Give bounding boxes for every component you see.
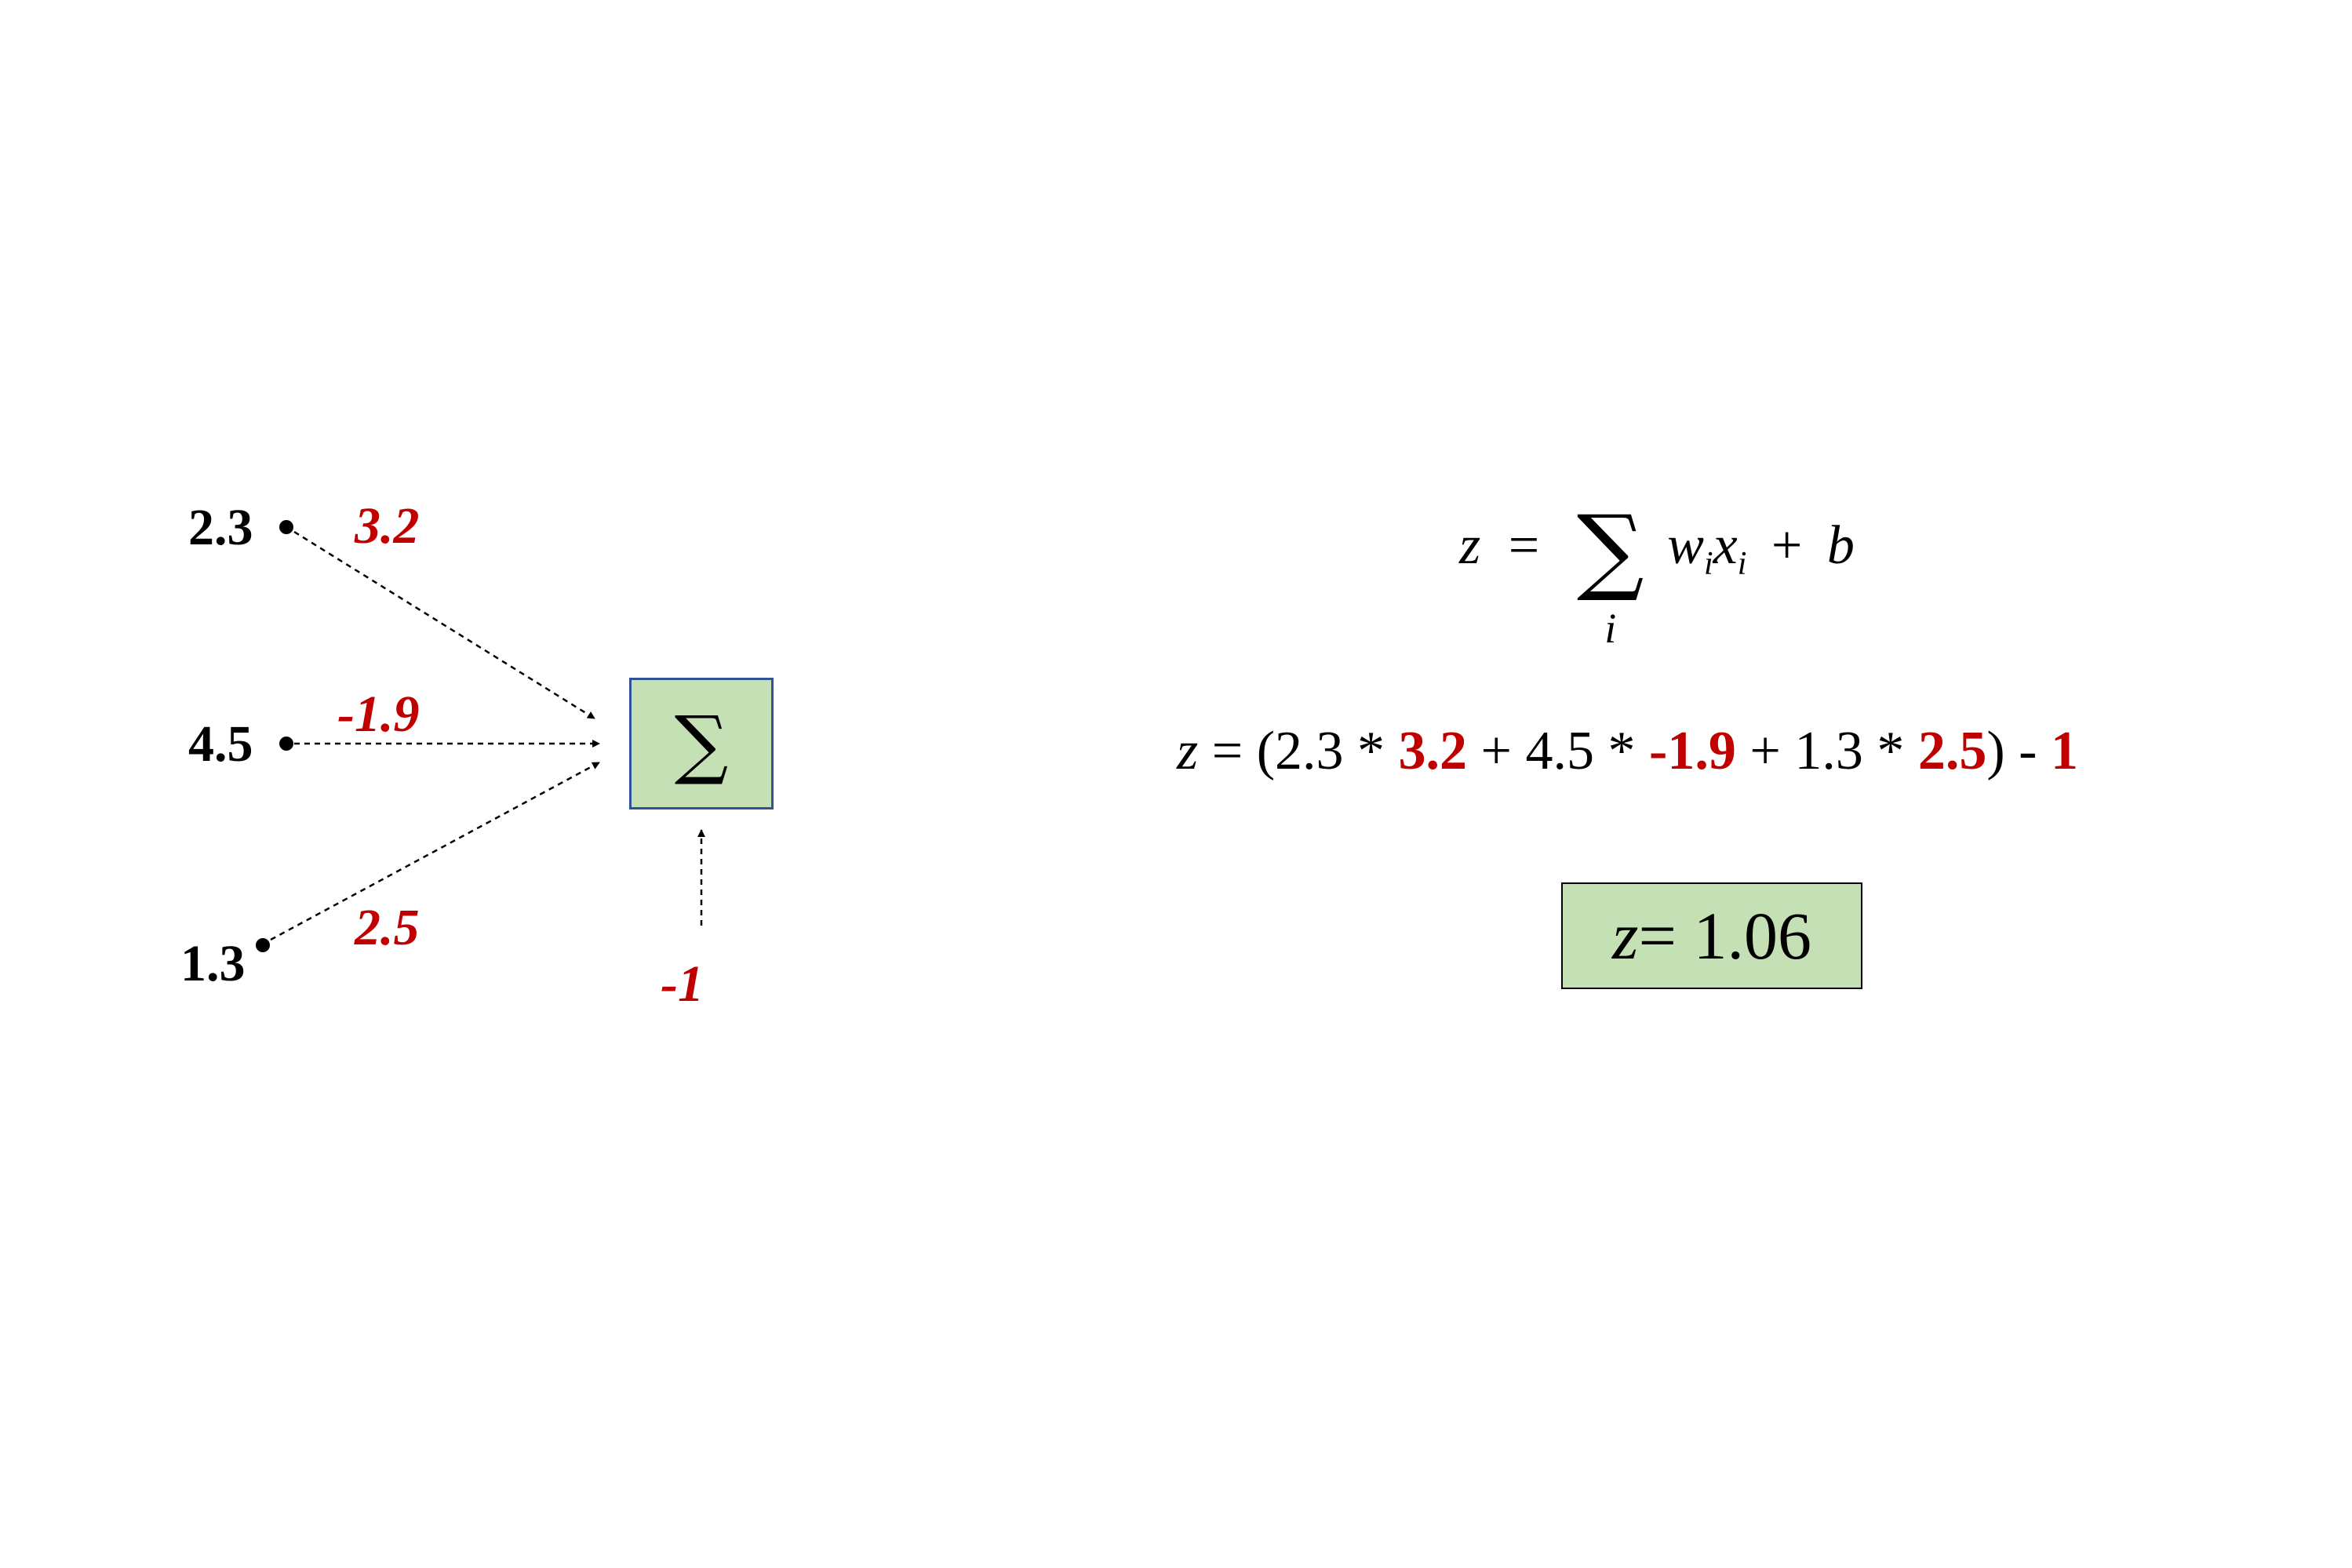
result-z: z (1612, 898, 1639, 973)
formula-b: b (1826, 515, 1855, 577)
formula-x-sub: i (1737, 546, 1747, 583)
equation-part-2: + 4.5 * (1467, 721, 1650, 781)
equation-part-4: ) - (1986, 721, 2051, 781)
formula-z: z (1459, 515, 1481, 577)
result-box: z = 1.06 (1561, 882, 1862, 989)
bias-value: -1 (661, 955, 704, 1013)
edge-1 (293, 530, 595, 720)
formula-x: x (1713, 515, 1738, 577)
input-node-2 (279, 737, 293, 751)
input-value-2: 4.5 (188, 715, 253, 773)
equation-weight-3: 2.5 (1917, 721, 1987, 781)
summation-node: ∑ (629, 678, 774, 809)
input-node-1 (279, 520, 293, 534)
general-formula: z = ∑ i wixi + b (1459, 496, 1855, 653)
formula-plus: + (1771, 515, 1803, 577)
numeric-equation: z = (2.3 * 3.2 + 4.5 * -1.9 + 1.3 * 2.5)… (1177, 720, 2078, 783)
weight-2: -1.9 (337, 686, 420, 743)
summation-operator: ∑ i (1567, 496, 1654, 653)
equation-weight-1: 3.2 (1398, 721, 1468, 781)
edge-3 (270, 761, 600, 941)
input-value-3: 1.3 (180, 935, 246, 992)
input-node-3 (256, 938, 270, 952)
equation-bias: 1 (2050, 721, 2078, 781)
sum-index: i (1604, 605, 1617, 652)
equation-part-1: = (2.3 * (1198, 721, 1399, 781)
weight-3: 2.5 (355, 899, 420, 956)
formula-w: w (1667, 515, 1704, 577)
result-value: = 1.06 (1638, 898, 1811, 973)
formula-equals: = (1508, 515, 1540, 577)
equation-part-3: + 1.3 * (1735, 721, 1918, 781)
formula-w-sub: i (1703, 546, 1713, 583)
equation-z: z (1177, 721, 1199, 781)
equation-weight-2: -1.9 (1649, 721, 1736, 781)
weight-1: 3.2 (355, 497, 420, 555)
sum-symbol: ∑ (1576, 496, 1644, 605)
input-value-1: 2.3 (188, 499, 253, 556)
sigma-icon: ∑ (674, 700, 729, 788)
